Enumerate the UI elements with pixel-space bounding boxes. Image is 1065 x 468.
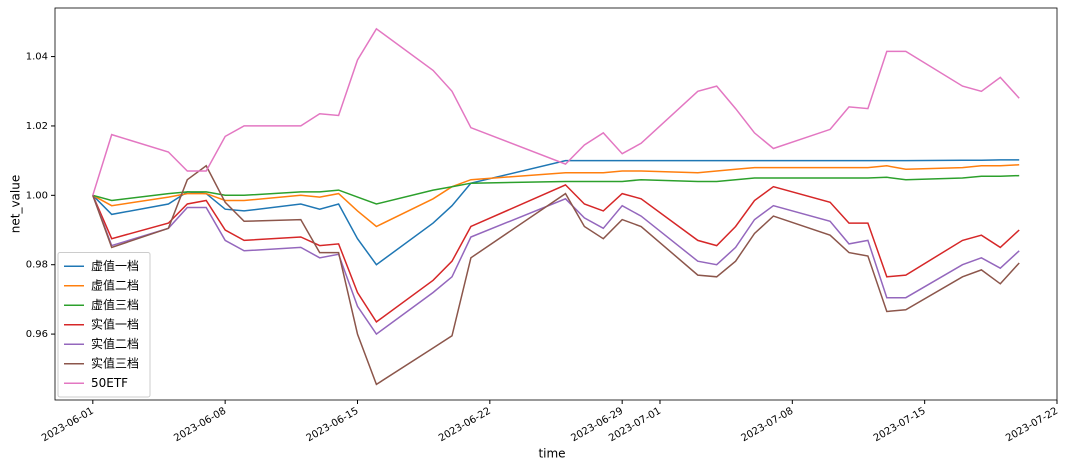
line — [92, 27, 1020, 196]
line — [92, 195, 1020, 336]
legend-label: 50ETF — [91, 376, 128, 390]
y-tick-label: 0.96 — [26, 329, 48, 340]
line — [92, 159, 1020, 266]
x-tick-label: 2023-07-08 — [739, 406, 795, 445]
legend-label: 实值二档 — [91, 336, 139, 351]
x-tick-label: 2023-07-15 — [872, 406, 928, 445]
legend-label: 虚值二档 — [91, 277, 139, 292]
line — [92, 164, 1020, 386]
x-tick-label: 2023-06-01 — [40, 406, 96, 445]
legend-label: 虚值一档 — [91, 258, 139, 273]
line — [92, 164, 1020, 228]
x-tick-label: 2023-06-15 — [305, 406, 361, 445]
y-tick-label: 1.00 — [26, 190, 48, 201]
x-tick-label: 2023-06-08 — [172, 406, 228, 445]
x-tick-label: 2023-07-22 — [1004, 406, 1060, 445]
legend-label: 实值三档 — [91, 355, 139, 370]
y-axis-label: net_value — [9, 175, 23, 233]
plot-frame — [54, 7, 1058, 401]
legend-label: 虚值三档 — [91, 297, 139, 312]
legend-label: 实值一档 — [91, 316, 139, 331]
line — [92, 184, 1020, 323]
x-axis-label: time — [538, 447, 565, 461]
legend-box — [57, 252, 151, 398]
y-tick-label: 1.04 — [26, 52, 48, 63]
x-tick-label: 2023-06-22 — [437, 406, 493, 445]
y-tick-label: 1.02 — [26, 121, 48, 132]
y-tick-label: 0.98 — [26, 260, 48, 271]
line — [92, 174, 1020, 205]
